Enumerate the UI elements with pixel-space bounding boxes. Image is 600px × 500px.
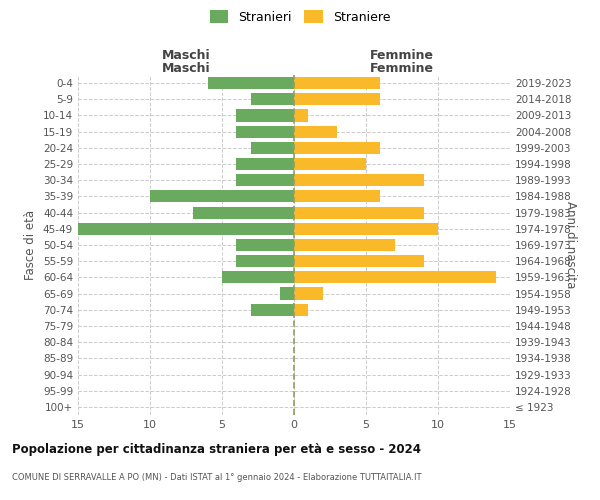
Bar xyxy=(64,222,294,235)
Bar xyxy=(294,206,424,218)
Bar xyxy=(251,93,294,106)
Bar xyxy=(294,158,366,170)
Bar xyxy=(236,126,294,138)
Bar xyxy=(150,190,294,202)
Bar xyxy=(193,206,294,218)
Bar xyxy=(294,304,308,316)
Bar xyxy=(294,239,395,251)
Text: Popolazione per cittadinanza straniera per età e sesso - 2024: Popolazione per cittadinanza straniera p… xyxy=(12,442,421,456)
Bar xyxy=(294,255,424,268)
Bar xyxy=(294,110,308,122)
Text: Femmine: Femmine xyxy=(370,50,434,62)
Bar xyxy=(294,288,323,300)
Bar xyxy=(236,158,294,170)
Bar xyxy=(236,255,294,268)
Bar xyxy=(294,126,337,138)
Bar xyxy=(236,110,294,122)
Bar xyxy=(294,77,380,89)
Bar xyxy=(294,142,380,154)
Y-axis label: Fasce di età: Fasce di età xyxy=(25,210,37,280)
Y-axis label: Anni di nascita: Anni di nascita xyxy=(564,202,577,288)
Bar xyxy=(280,288,294,300)
Text: Maschi: Maschi xyxy=(161,50,211,62)
Bar xyxy=(294,174,424,186)
Bar xyxy=(294,222,438,235)
Bar xyxy=(236,239,294,251)
Legend: Stranieri, Straniere: Stranieri, Straniere xyxy=(206,6,394,28)
Text: Femmine: Femmine xyxy=(370,62,434,75)
Bar xyxy=(251,142,294,154)
Bar xyxy=(222,272,294,283)
Bar xyxy=(294,190,380,202)
Bar xyxy=(294,272,496,283)
Bar xyxy=(294,93,380,106)
Text: COMUNE DI SERRAVALLE A PO (MN) - Dati ISTAT al 1° gennaio 2024 - Elaborazione TU: COMUNE DI SERRAVALLE A PO (MN) - Dati IS… xyxy=(12,472,421,482)
Text: Maschi: Maschi xyxy=(161,62,211,75)
Bar xyxy=(236,174,294,186)
Bar xyxy=(251,304,294,316)
Bar xyxy=(208,77,294,89)
